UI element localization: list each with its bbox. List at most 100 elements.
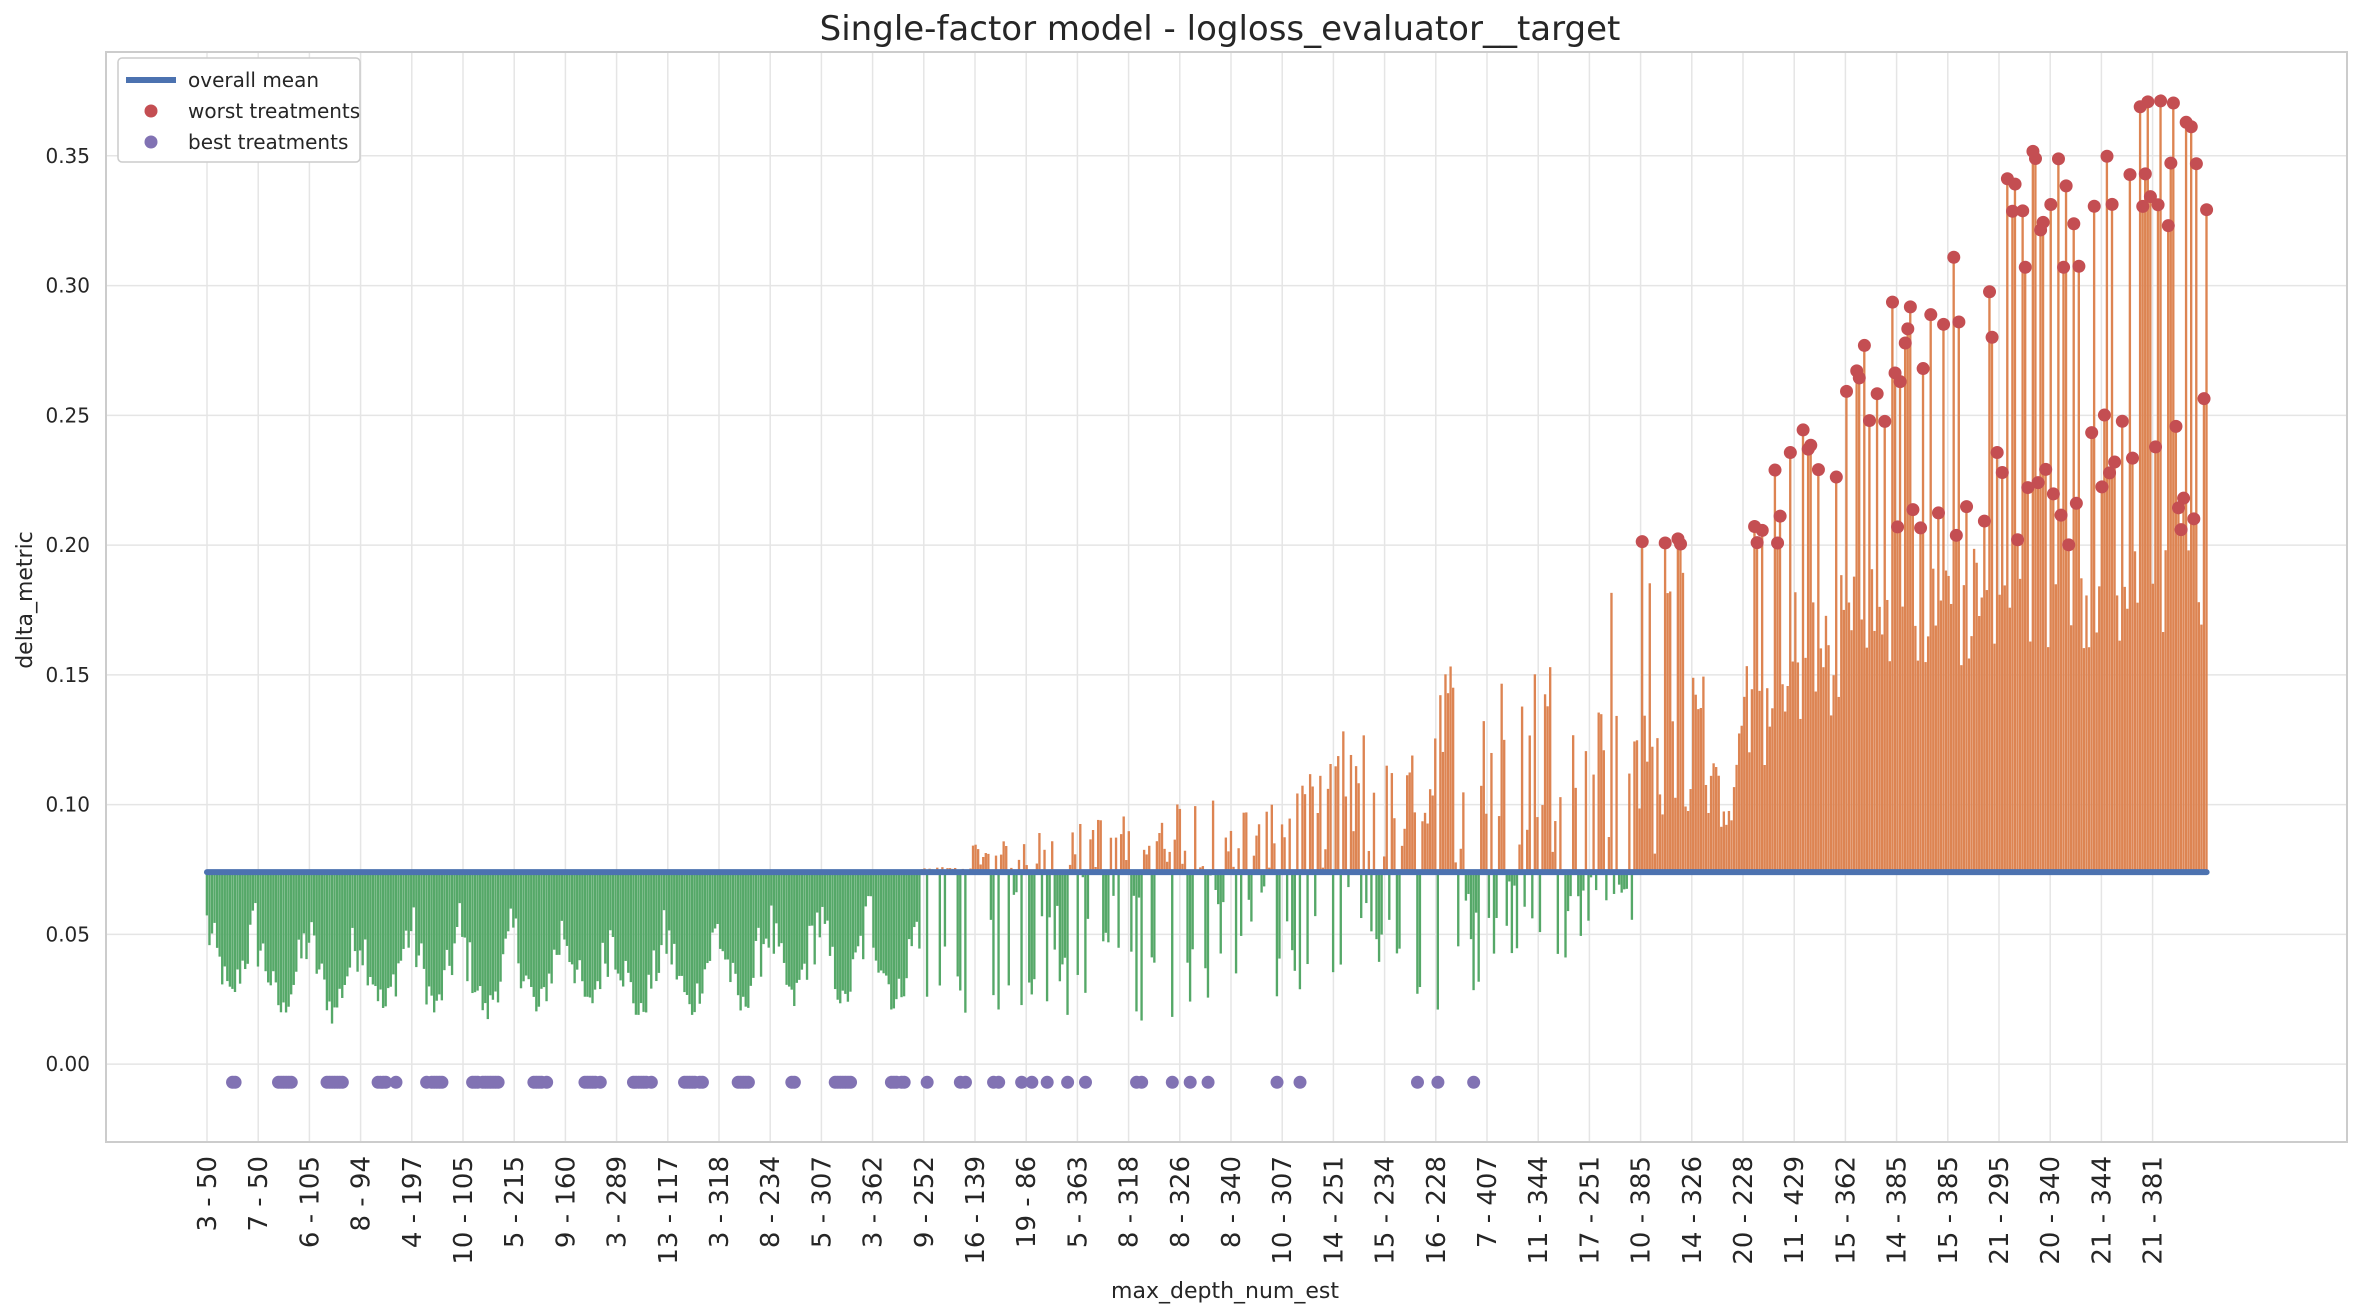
worst-treatment-dot	[2197, 392, 2211, 406]
bar	[1329, 763, 1332, 873]
bar	[1543, 694, 1547, 873]
bar	[680, 872, 684, 976]
bar	[982, 856, 985, 873]
bar	[2169, 163, 2172, 873]
x-tick-label: 9 - 252	[910, 1156, 940, 1248]
bar	[1252, 855, 1256, 873]
bar	[279, 872, 283, 1013]
bar	[333, 872, 336, 1008]
bar	[1865, 647, 1869, 873]
bar	[560, 872, 564, 921]
bar	[1837, 696, 1840, 873]
bar	[2115, 595, 2119, 873]
bar	[476, 872, 479, 991]
bar	[1799, 718, 1802, 873]
x-tick-label: 3 - 50	[193, 1156, 223, 1232]
bar	[2049, 204, 2052, 873]
bar	[1518, 844, 1521, 873]
best-treatment-dot	[787, 1075, 801, 1089]
bar	[642, 872, 645, 1012]
bar	[593, 872, 597, 990]
bar	[208, 872, 211, 946]
bar	[448, 872, 451, 966]
worst-treatment-dot	[2051, 152, 2065, 166]
bar	[1934, 625, 1937, 873]
bar	[1737, 733, 1741, 873]
x-tick-label: 11 - 344	[1524, 1156, 1554, 1265]
bar	[1817, 469, 1820, 873]
bar	[1334, 766, 1337, 873]
bar	[1758, 690, 1761, 873]
bar	[463, 872, 467, 938]
bar	[2192, 518, 2195, 873]
best-treatment-dots	[226, 1075, 1481, 1089]
worst-treatment-dot	[2166, 96, 2180, 110]
bar	[267, 872, 270, 983]
bar	[563, 872, 566, 940]
bar	[683, 872, 686, 993]
worst-treatment-dot	[2151, 198, 2165, 212]
bar	[601, 872, 604, 943]
bar	[1860, 619, 1863, 873]
bar	[517, 872, 520, 964]
bar	[2018, 578, 2022, 873]
bar	[1858, 377, 1861, 873]
bar	[2190, 126, 2193, 873]
bar	[943, 872, 947, 947]
bar	[1229, 830, 1233, 873]
bar	[713, 872, 717, 929]
x-tick-label: 5 - 363	[1063, 1156, 1093, 1248]
bar	[2006, 178, 2009, 873]
bar	[660, 872, 663, 946]
bar	[348, 872, 352, 968]
bar	[351, 872, 354, 928]
bar	[918, 872, 921, 949]
bar	[2036, 482, 2040, 873]
best-treatment-dot	[1025, 1075, 1039, 1089]
bar	[1472, 872, 1475, 991]
bar	[1796, 662, 1800, 873]
bar	[1875, 393, 1879, 873]
best-treatment-dot	[1135, 1075, 1149, 1089]
bar	[2136, 602, 2139, 873]
bar	[1188, 872, 1192, 1002]
bar	[1906, 328, 1909, 873]
bar	[1939, 600, 1943, 873]
bar	[376, 872, 380, 1002]
worst-treatment-dot	[1891, 520, 1905, 534]
bar	[1814, 691, 1817, 873]
bar	[639, 872, 643, 1004]
bar	[1888, 661, 1892, 873]
worst-treatment-dot	[2138, 167, 2152, 181]
bar	[438, 872, 441, 995]
worst-treatment-dot	[1903, 300, 1917, 314]
bar	[1186, 872, 1189, 963]
bar	[1842, 609, 1846, 873]
worst-treatment-dot	[1898, 336, 1912, 350]
bar	[1296, 793, 1299, 873]
bar	[1893, 372, 1897, 873]
worst-treatment-dot	[2126, 451, 2140, 465]
worst-treatment-dot	[1901, 322, 1915, 336]
bars	[205, 100, 2208, 1024]
bar	[1444, 674, 1447, 873]
bar	[1720, 826, 1723, 873]
bar	[616, 872, 620, 974]
worst-treatment-dot	[2174, 523, 2188, 537]
bar	[1791, 661, 1794, 873]
bar	[1656, 738, 1659, 873]
bar	[1587, 872, 1590, 921]
bar	[1068, 864, 1072, 873]
bar	[1015, 872, 1018, 893]
bar	[244, 872, 247, 970]
bar	[392, 872, 395, 975]
bar	[221, 872, 224, 985]
y-axis-label: delta_metric	[13, 531, 38, 669]
bar	[461, 872, 464, 937]
x-tick-label: 15 - 234	[1371, 1156, 1401, 1265]
bar	[389, 872, 392, 987]
bar	[540, 872, 543, 989]
worst-treatment-dot	[2187, 512, 2201, 526]
bar	[292, 872, 295, 985]
bar	[1852, 576, 1856, 873]
